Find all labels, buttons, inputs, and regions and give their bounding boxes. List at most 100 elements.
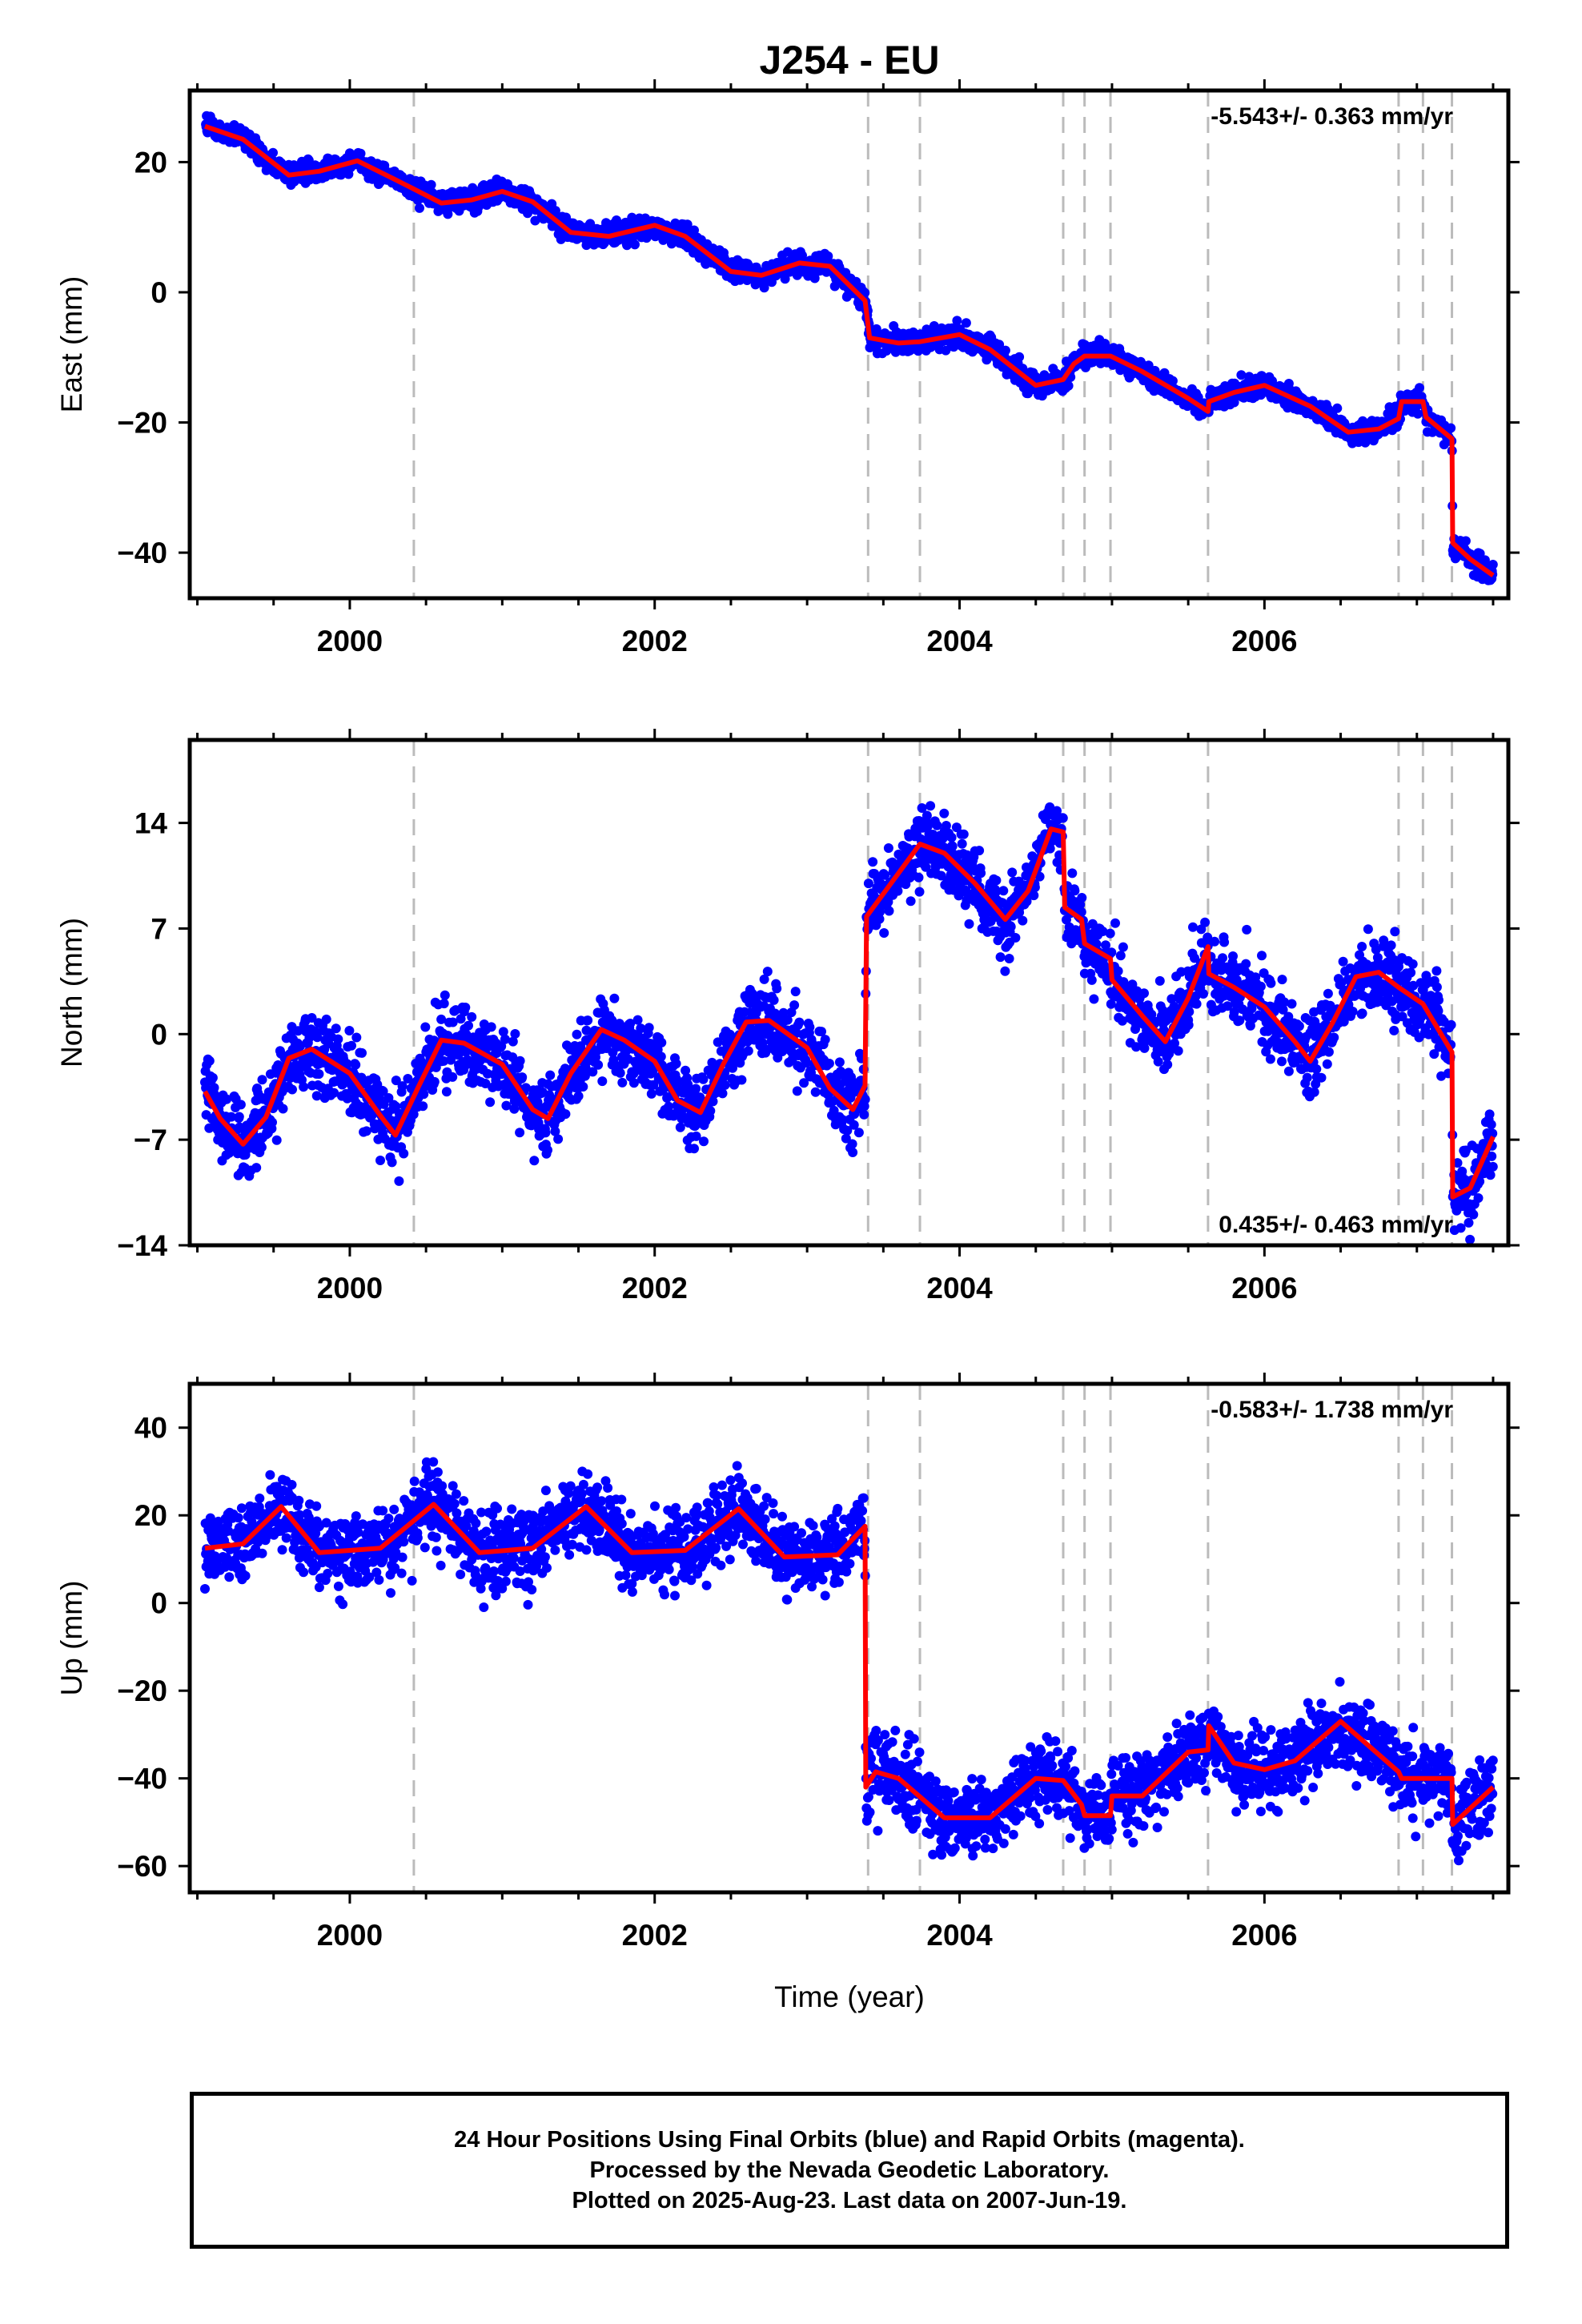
position-point (439, 999, 449, 1009)
position-point (1170, 1038, 1179, 1048)
position-point (656, 1051, 666, 1062)
position-point (625, 1019, 636, 1028)
position-point (615, 1068, 625, 1078)
position-point (1077, 893, 1087, 903)
position-point (708, 1096, 718, 1107)
position-point (397, 1081, 408, 1092)
position-points (200, 801, 1498, 1244)
panel-frame (187, 88, 1511, 601)
position-point (823, 251, 833, 261)
position-point (1412, 408, 1423, 419)
position-point (682, 219, 693, 230)
position-point (441, 1087, 452, 1097)
position-point (517, 1072, 528, 1083)
plot-area (201, 90, 1498, 598)
position-point (853, 1128, 864, 1138)
position-point (351, 1032, 362, 1043)
position-point (456, 1014, 466, 1024)
position-point (957, 838, 967, 849)
position-point (500, 1034, 510, 1044)
position-point (1000, 966, 1010, 976)
position-point (720, 1080, 730, 1090)
position-point (951, 822, 962, 833)
position-point (357, 1047, 367, 1058)
position-point (958, 829, 969, 839)
position-point (540, 1128, 551, 1138)
position-point (1014, 352, 1025, 362)
position-point (581, 1025, 592, 1035)
position-point (307, 1013, 317, 1023)
position-point (893, 886, 903, 896)
position-point (222, 1094, 232, 1104)
position-point (780, 274, 790, 284)
position-point (757, 1038, 768, 1048)
position-point (991, 875, 1002, 886)
position-point (419, 1089, 429, 1100)
position-point (913, 872, 924, 883)
position-point (480, 1079, 491, 1088)
position-point (801, 1058, 811, 1068)
position-point (201, 1083, 211, 1093)
position-point (429, 1076, 440, 1087)
position-point (580, 1071, 590, 1081)
y-tick-label: −40 (117, 537, 167, 569)
position-point (1058, 813, 1068, 823)
position-point (394, 1176, 404, 1186)
position-point (1004, 954, 1014, 963)
position-point (1175, 987, 1186, 998)
position-point (941, 821, 951, 830)
position-point (1154, 975, 1165, 986)
position-point (256, 1142, 267, 1152)
position-point (1166, 994, 1177, 1004)
position-point (543, 1145, 552, 1156)
position-point (998, 886, 1009, 896)
position-point (1106, 999, 1116, 1009)
position-point (809, 273, 820, 283)
position-point (762, 967, 773, 977)
position-point (391, 1076, 401, 1086)
position-point (805, 1022, 815, 1032)
position-point (759, 974, 769, 984)
position-point (717, 1088, 728, 1099)
position-point (847, 1139, 857, 1149)
position-point (293, 1026, 303, 1036)
position-point (1115, 951, 1126, 961)
position-point (834, 1057, 845, 1068)
position-point (929, 321, 939, 331)
position-point (573, 1091, 584, 1101)
position-point (849, 1120, 859, 1130)
position-point (671, 1059, 681, 1069)
position-point (1118, 942, 1128, 952)
position-point (351, 1059, 361, 1070)
position-point (772, 983, 782, 994)
position-point (681, 1065, 691, 1076)
position-point (251, 1163, 262, 1173)
position-point (1460, 536, 1471, 546)
position-point (391, 1101, 401, 1112)
position-point (699, 1136, 709, 1147)
position-point (683, 1080, 693, 1090)
position-point (545, 1070, 556, 1080)
position-point (1045, 843, 1055, 854)
position-point (460, 1003, 471, 1012)
position-point (675, 1122, 685, 1132)
position-point (1153, 1056, 1163, 1067)
position-point (1139, 988, 1149, 999)
position-point (271, 1135, 282, 1145)
position-point (572, 1029, 582, 1039)
position-point (921, 810, 932, 821)
position-point (820, 1035, 830, 1045)
position-point (257, 1075, 267, 1085)
position-point (917, 803, 927, 813)
position-point (1117, 1015, 1127, 1026)
position-point (946, 832, 957, 842)
position-point (922, 821, 933, 831)
position-point (691, 1084, 701, 1094)
position-point (378, 1086, 388, 1096)
position-point (553, 1134, 564, 1144)
position-point (810, 1087, 821, 1097)
position-point (1086, 975, 1097, 985)
position-point (868, 857, 878, 867)
position-point (464, 1020, 473, 1031)
